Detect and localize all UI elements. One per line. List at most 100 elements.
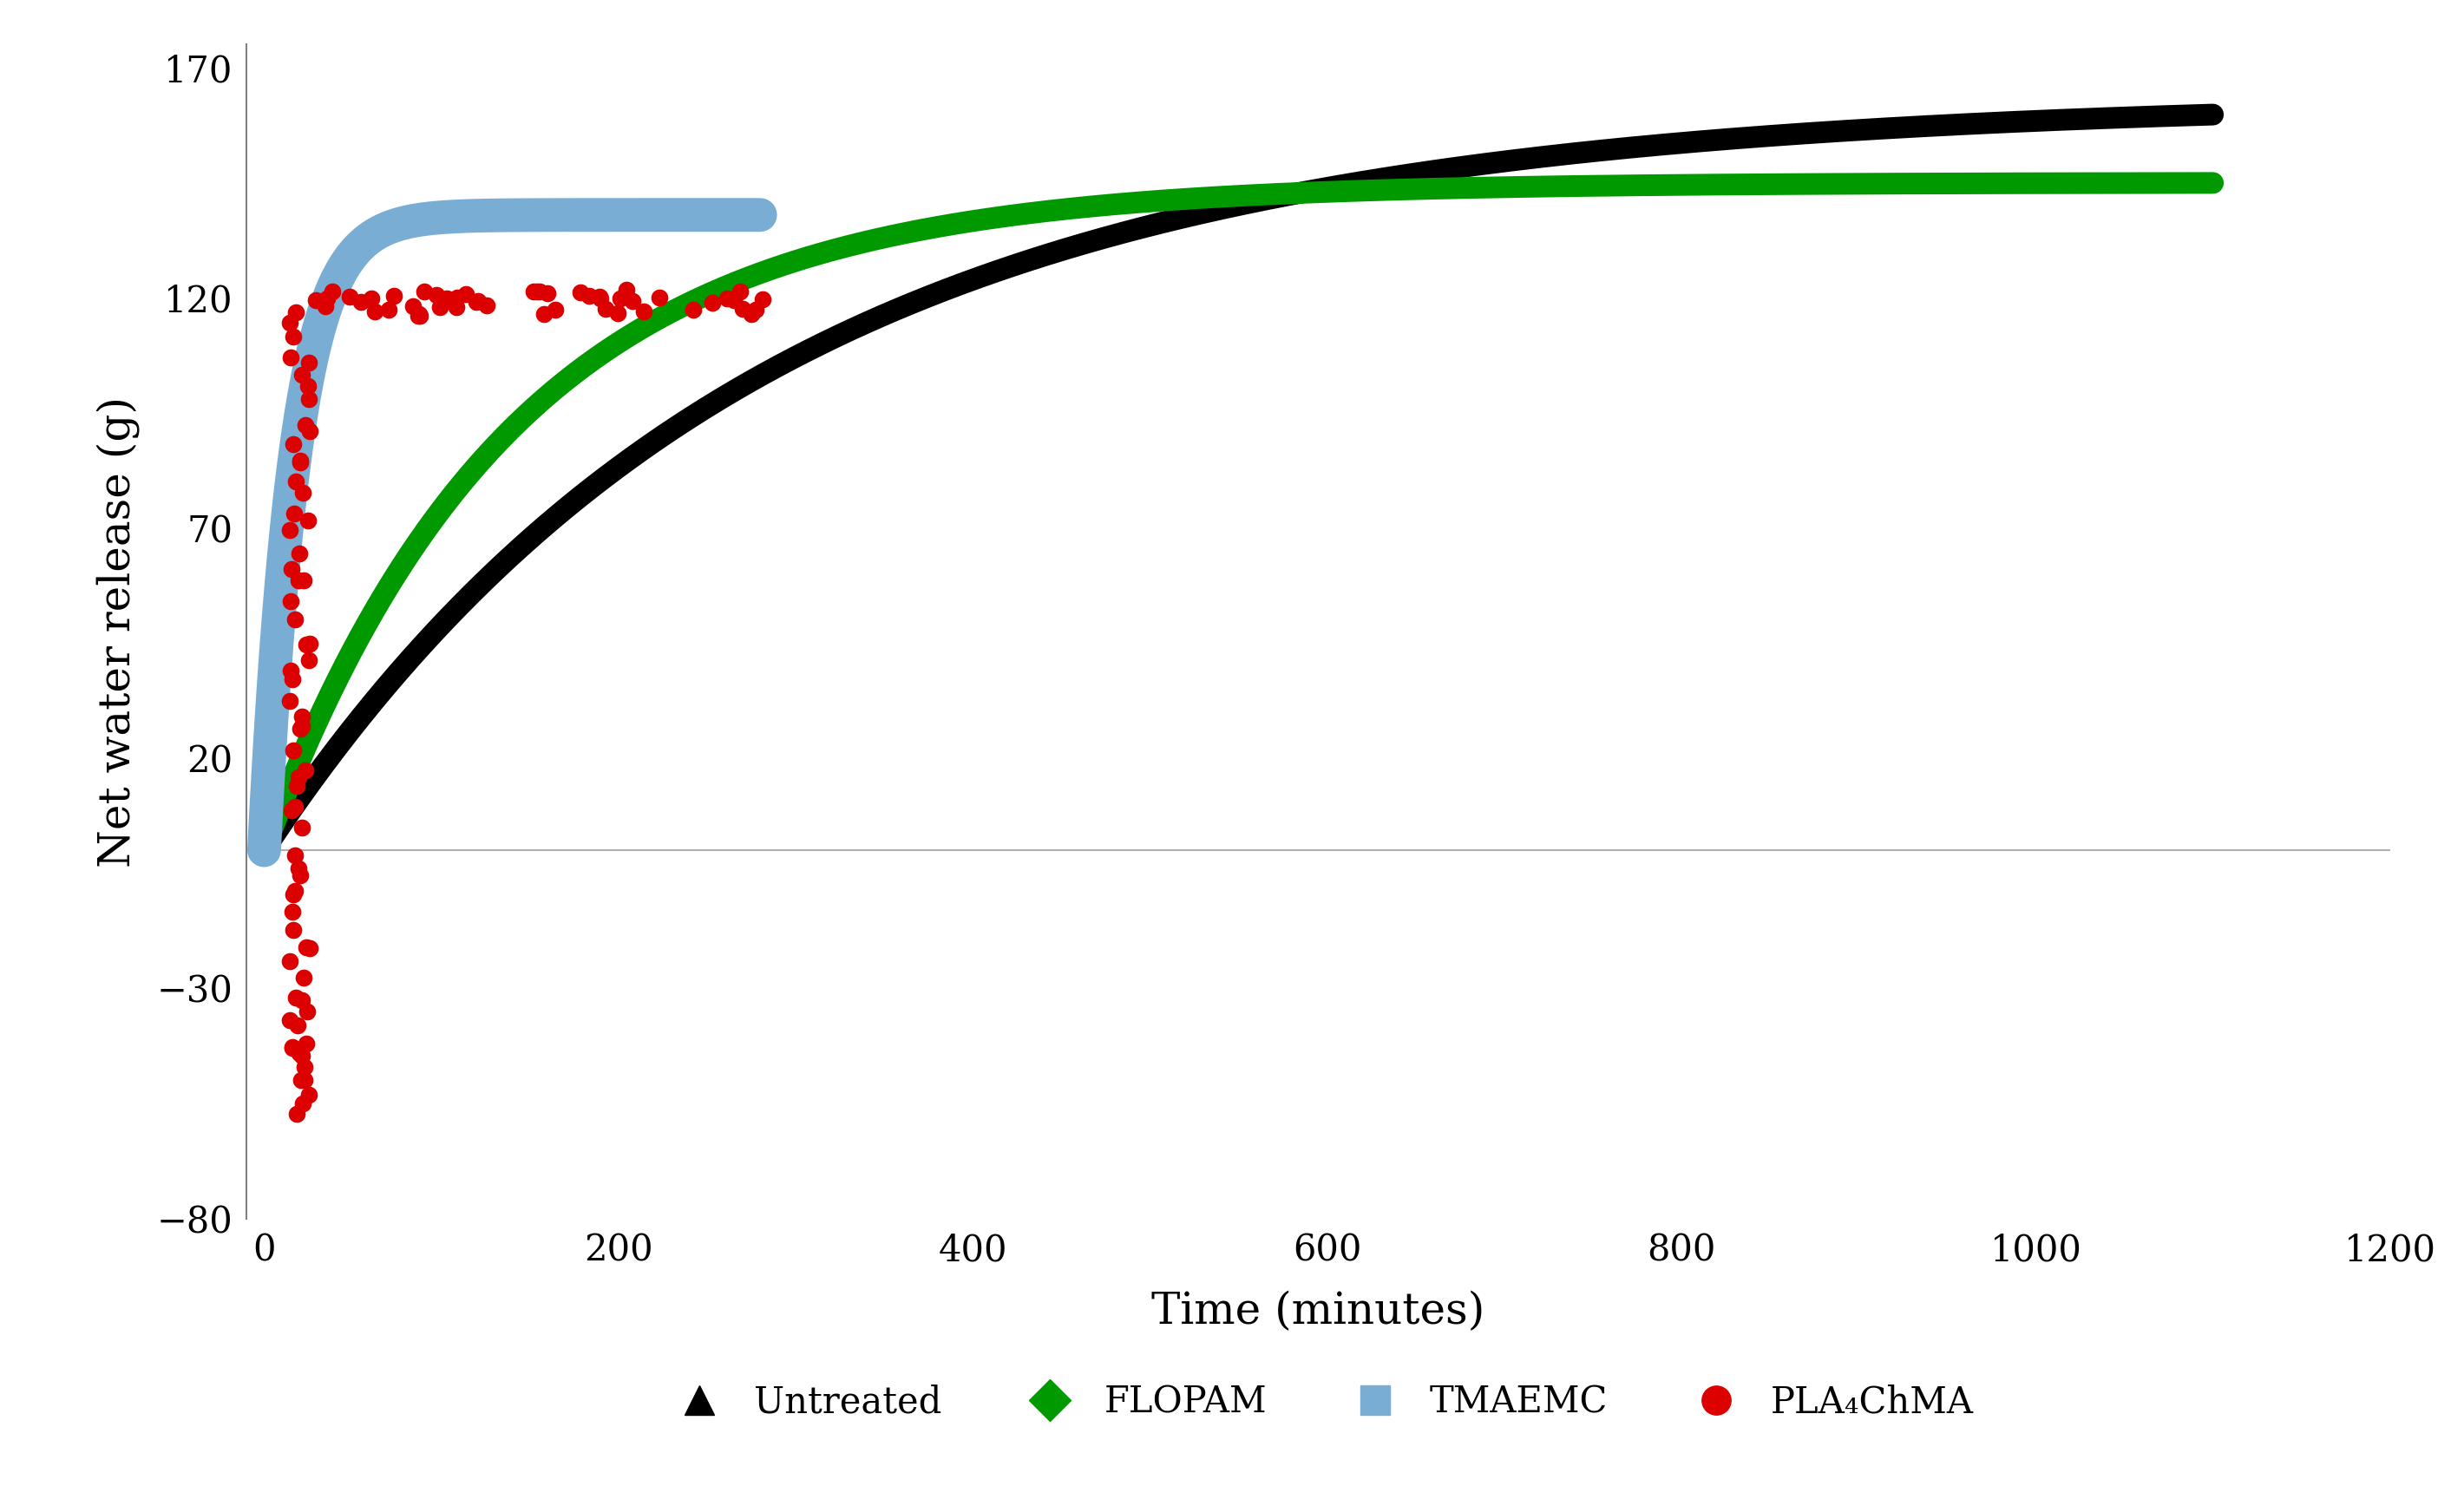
Point — [271, 658, 310, 682]
Point — [313, 279, 352, 303]
Point — [271, 798, 310, 822]
Point — [719, 279, 759, 303]
Point — [281, 1068, 320, 1092]
Point — [404, 279, 444, 303]
Point — [291, 419, 330, 443]
Point — [579, 285, 618, 309]
Point — [416, 282, 456, 306]
Point — [276, 1101, 315, 1125]
Point — [271, 590, 310, 614]
Point — [692, 291, 732, 315]
Point — [291, 936, 330, 960]
Point — [286, 935, 325, 958]
Point — [276, 608, 315, 632]
Point — [291, 632, 330, 655]
Point — [742, 288, 781, 312]
Point — [278, 856, 318, 880]
Point — [281, 704, 320, 728]
Point — [274, 432, 313, 456]
Point — [274, 1036, 313, 1060]
Point — [269, 950, 308, 973]
Point — [281, 449, 320, 473]
Point — [278, 765, 318, 789]
Point — [283, 966, 323, 990]
Point — [281, 863, 320, 887]
Point — [283, 1092, 323, 1116]
Y-axis label: Net water release (g): Net water release (g) — [96, 397, 140, 866]
Point — [274, 918, 313, 942]
Point — [276, 795, 315, 819]
Point — [281, 713, 320, 737]
Point — [274, 325, 313, 349]
Point — [271, 311, 310, 334]
Point — [599, 302, 638, 325]
Point — [527, 282, 567, 306]
Point — [283, 568, 323, 591]
Point — [641, 285, 680, 309]
Point — [715, 288, 754, 312]
Point — [355, 300, 394, 324]
Point — [515, 279, 554, 303]
Point — [446, 282, 485, 306]
Point — [274, 739, 313, 762]
Point — [370, 297, 409, 321]
Point — [606, 278, 646, 302]
Point — [286, 633, 325, 657]
Point — [286, 758, 325, 782]
Point — [456, 290, 495, 314]
Point — [330, 285, 370, 309]
Point — [288, 1083, 328, 1107]
Point — [274, 667, 313, 691]
X-axis label: Time (minutes): Time (minutes) — [1151, 1290, 1486, 1333]
Point — [288, 508, 328, 532]
Point — [274, 883, 313, 906]
Point — [582, 287, 621, 311]
Point — [276, 985, 315, 1009]
Point — [340, 290, 379, 314]
Point — [276, 300, 315, 324]
Point — [281, 450, 320, 474]
Point — [394, 294, 434, 318]
Point — [614, 288, 653, 312]
Legend: Untreated, FLOPAM, TMAEMC, PLA₄ChMA: Untreated, FLOPAM, TMAEMC, PLA₄ChMA — [648, 1370, 1988, 1435]
Point — [281, 988, 320, 1012]
Point — [274, 901, 313, 924]
Point — [281, 1043, 320, 1067]
Point — [525, 302, 564, 325]
Point — [271, 1009, 310, 1033]
Point — [399, 305, 439, 328]
Point — [601, 287, 641, 311]
Point — [271, 519, 310, 542]
Point — [271, 690, 310, 713]
Point — [439, 287, 478, 311]
Point — [520, 279, 559, 303]
Point — [288, 648, 328, 672]
Point — [286, 1068, 325, 1092]
Point — [426, 287, 466, 311]
Point — [399, 305, 439, 328]
Point — [288, 388, 328, 412]
Point — [722, 297, 761, 321]
Point — [283, 480, 323, 504]
Point — [458, 290, 498, 314]
Point — [288, 351, 328, 374]
Point — [306, 294, 345, 318]
Point — [436, 296, 476, 319]
Point — [517, 279, 557, 303]
Point — [276, 844, 315, 868]
Point — [352, 287, 392, 311]
Point — [399, 302, 439, 325]
Point — [562, 281, 601, 305]
Point — [732, 302, 771, 325]
Point — [281, 363, 320, 386]
Point — [271, 345, 310, 369]
Point — [296, 288, 335, 312]
Point — [276, 470, 315, 493]
Point — [623, 300, 663, 324]
Point — [707, 287, 747, 311]
Point — [278, 1013, 318, 1037]
Point — [286, 1031, 325, 1055]
Point — [586, 297, 626, 321]
Point — [673, 297, 712, 321]
Point — [308, 287, 347, 311]
